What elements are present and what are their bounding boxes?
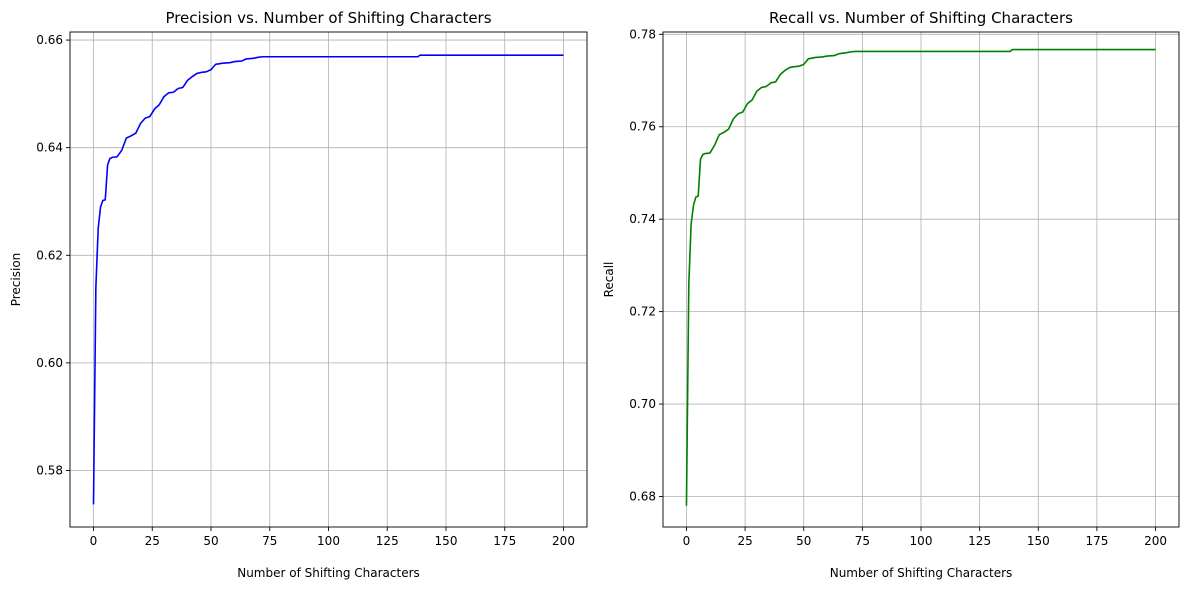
precision-y-tick-label: 0.64 <box>36 141 63 155</box>
precision-y-tick-label: 0.66 <box>36 33 63 47</box>
precision-chart: 0 25 50 75 100 125 150 175 200 0.58 0.60 0.62 0.64 0.… <box>9 9 588 580</box>
precision-x-tick-label: 175 <box>493 534 516 548</box>
recall-y-tick-label: 0.72 <box>629 305 656 319</box>
precision-x-axis-label: Number of Shifting Characters <box>237 566 420 580</box>
precision-y-tick-label: 0.60 <box>36 356 63 370</box>
recall-y-tick-label: 0.70 <box>629 397 656 411</box>
precision-y-axis-label: Precision <box>9 253 23 307</box>
recall-x-tick-label: 75 <box>855 534 870 548</box>
recall-x-tick-label: 125 <box>968 534 991 548</box>
precision-y-tick-label: 0.62 <box>36 248 63 262</box>
recall-x-tick-label: 0 <box>683 534 691 548</box>
recall-x-tick-label: 25 <box>737 534 752 548</box>
recall-chart: 0 25 50 75 100 125 150 175 200 0.68 0.70 0.72 0.74 0.… <box>602 9 1180 580</box>
precision-chart-title: Precision vs. Number of Shifting Charact… <box>165 9 491 27</box>
recall-x-tick-label: 175 <box>1085 534 1108 548</box>
precision-x-tick-label: 25 <box>145 534 160 548</box>
precision-line-series <box>92 54 564 505</box>
precision-x-tick-label: 75 <box>262 534 277 548</box>
precision-x-tick-label: 100 <box>317 534 340 548</box>
recall-x-tick-label: 150 <box>1027 534 1050 548</box>
recall-x-tick-label: 50 <box>796 534 811 548</box>
recall-y-tick-label: 0.74 <box>629 212 656 226</box>
recall-y-tick-label: 0.78 <box>629 27 656 41</box>
recall-x-tick-label: 100 <box>910 534 933 548</box>
precision-x-tick-label: 0 <box>90 534 98 548</box>
precision-x-tick-label: 125 <box>376 534 399 548</box>
precision-x-tick-label: 50 <box>203 534 218 548</box>
recall-y-axis-label: Recall <box>602 262 616 298</box>
precision-y-tick-label: 0.58 <box>36 464 63 478</box>
precision-x-tick-label: 150 <box>435 534 458 548</box>
precision-x-tick-label: 200 <box>552 534 575 548</box>
recall-y-tick-label: 0.76 <box>629 120 656 134</box>
recall-chart-title: Recall vs. Number of Shifting Characters <box>769 9 1073 27</box>
recall-line-series <box>685 48 1156 506</box>
recall-x-tick-label: 200 <box>1144 534 1167 548</box>
recall-y-tick-label: 0.68 <box>629 489 656 503</box>
recall-x-axis-label: Number of Shifting Characters <box>830 566 1013 580</box>
